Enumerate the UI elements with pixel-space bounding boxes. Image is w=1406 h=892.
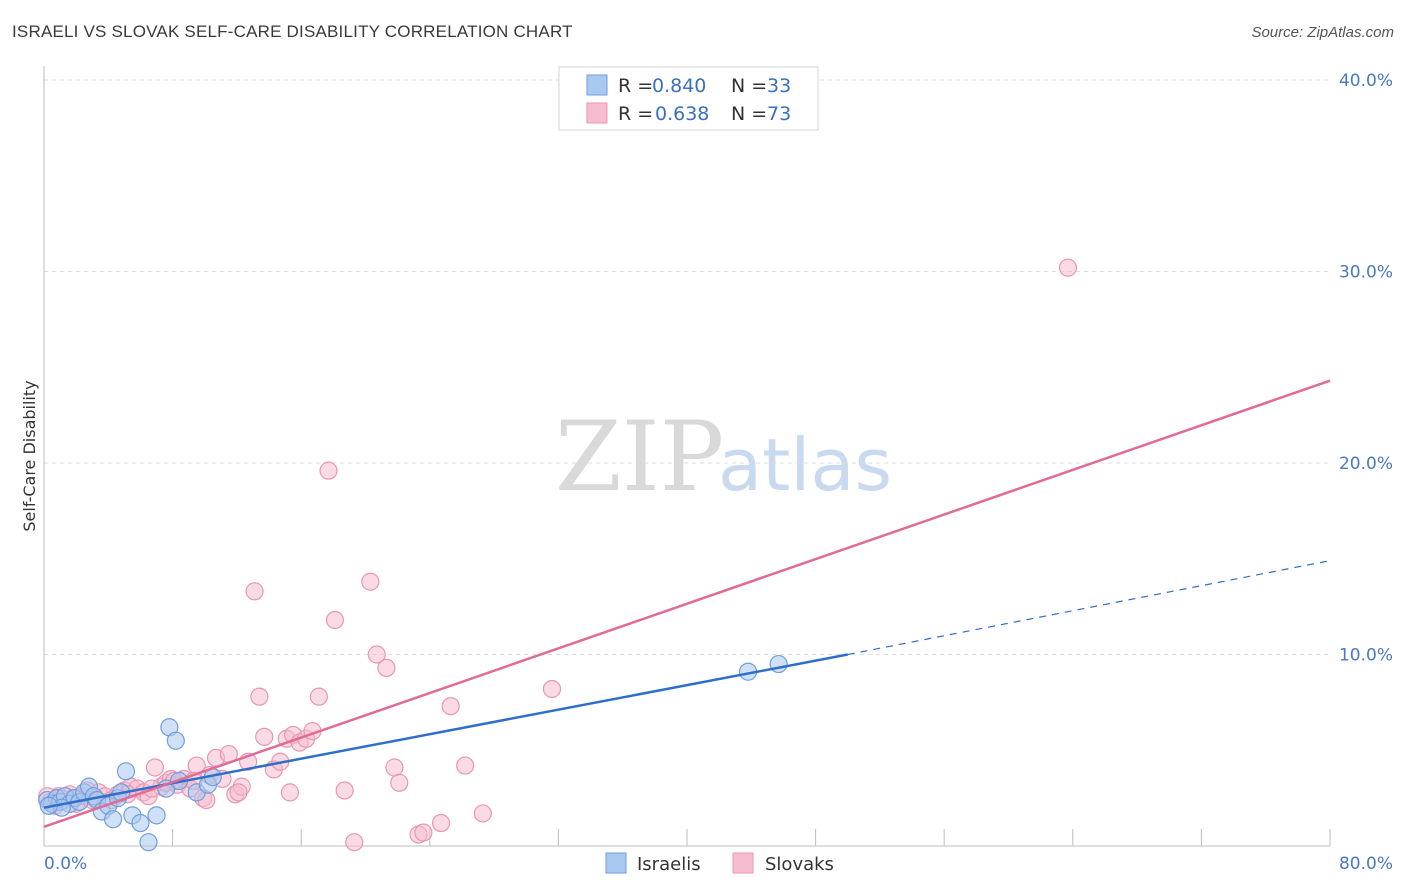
slovaks-point-35 [245,582,264,601]
slovaks-n-value: 73 [767,103,791,125]
israelis-points [38,654,788,852]
y-tick-label-2: 30.0% [1339,263,1393,283]
slovaks-point-51 [367,645,386,664]
israelis-bottom-swatch [605,852,627,874]
slovaks-point-53 [385,758,404,777]
israelis-point-14 [104,810,123,829]
israelis-legend-swatch [586,74,608,96]
slovaks-point-46 [319,461,338,480]
slovaks-point-60 [473,804,492,823]
israelis-point-17 [116,762,136,781]
stats-legend: R = 0.840 N = 33 R = 0.638 N = 73 [558,66,819,131]
slovaks-point-36 [250,687,269,706]
israelis-n-value: 33 [767,75,791,97]
slovaks-point-62 [1058,258,1078,277]
x-tick-label-min: 0.0% [44,854,87,874]
slovaks-point-37 [255,727,274,746]
slovaks-bottom-swatch [732,852,754,874]
slovaks-point-58 [441,697,460,716]
y-axis-label: Self-Care Disability [20,380,39,531]
slovaks-points [38,258,1078,852]
slovaks-r-label: R = [618,103,653,125]
israelis-point-21 [147,806,166,825]
slovaks-point-50 [361,572,380,591]
slovaks-point-56 [414,823,433,842]
israelis-trend-extension [847,560,1331,656]
israelis-r-label: R = [618,75,653,97]
slovaks-point-47 [325,610,345,630]
watermark-zip: ZIP [555,401,724,513]
watermark-atlas: atlas [718,423,892,507]
slovaks-point-54 [390,773,409,792]
x-tick-label-max: 80.0% [1339,854,1393,874]
israelis-point-24 [166,731,185,750]
slovaks-n-label: N = [731,103,767,125]
slovaks-legend-swatch [586,102,608,124]
y-tick-label-1: 20.0% [1339,454,1393,474]
trend-lines [43,379,1331,829]
series-legend: Israelis Slovaks [605,852,834,875]
axes [43,66,1331,847]
slovaks-point-49 [345,833,364,852]
gridlines [44,79,1330,655]
y-tick-labels: 10.0% 20.0% 30.0% 40.0% [1339,71,1393,666]
y-tick-label-0: 10.0% [1339,646,1393,666]
israelis-point-20 [139,833,158,852]
slovaks-point-52 [377,658,396,678]
y-tick-label-3: 40.0% [1339,71,1393,91]
slovaks-point-72 [280,783,300,802]
chart-title: ISRAELI VS SLOVAK SELF-CARE DISABILITY C… [12,22,573,41]
israelis-bottom-label: Israelis [637,854,701,875]
slovaks-bottom-label: Slovaks [765,854,834,875]
slovaks-r-value: 0.638 [655,103,709,125]
slovaks-point-19 [145,758,165,777]
israelis-trend-line [43,653,848,809]
israelis-n-label: N = [731,75,767,97]
slovaks-point-59 [456,756,475,775]
slovaks-point-45 [309,687,328,706]
source-label: Source: ZipAtlas.com [1251,24,1394,41]
slovaks-point-61 [542,679,562,699]
slovaks-point-48 [335,781,354,800]
slovaks-trend-line [43,379,1331,829]
slovaks-point-57 [431,813,451,833]
israelis-point-19 [131,813,150,833]
slovaks-point-64 [229,783,248,802]
israelis-r-value: 0.840 [652,75,706,97]
